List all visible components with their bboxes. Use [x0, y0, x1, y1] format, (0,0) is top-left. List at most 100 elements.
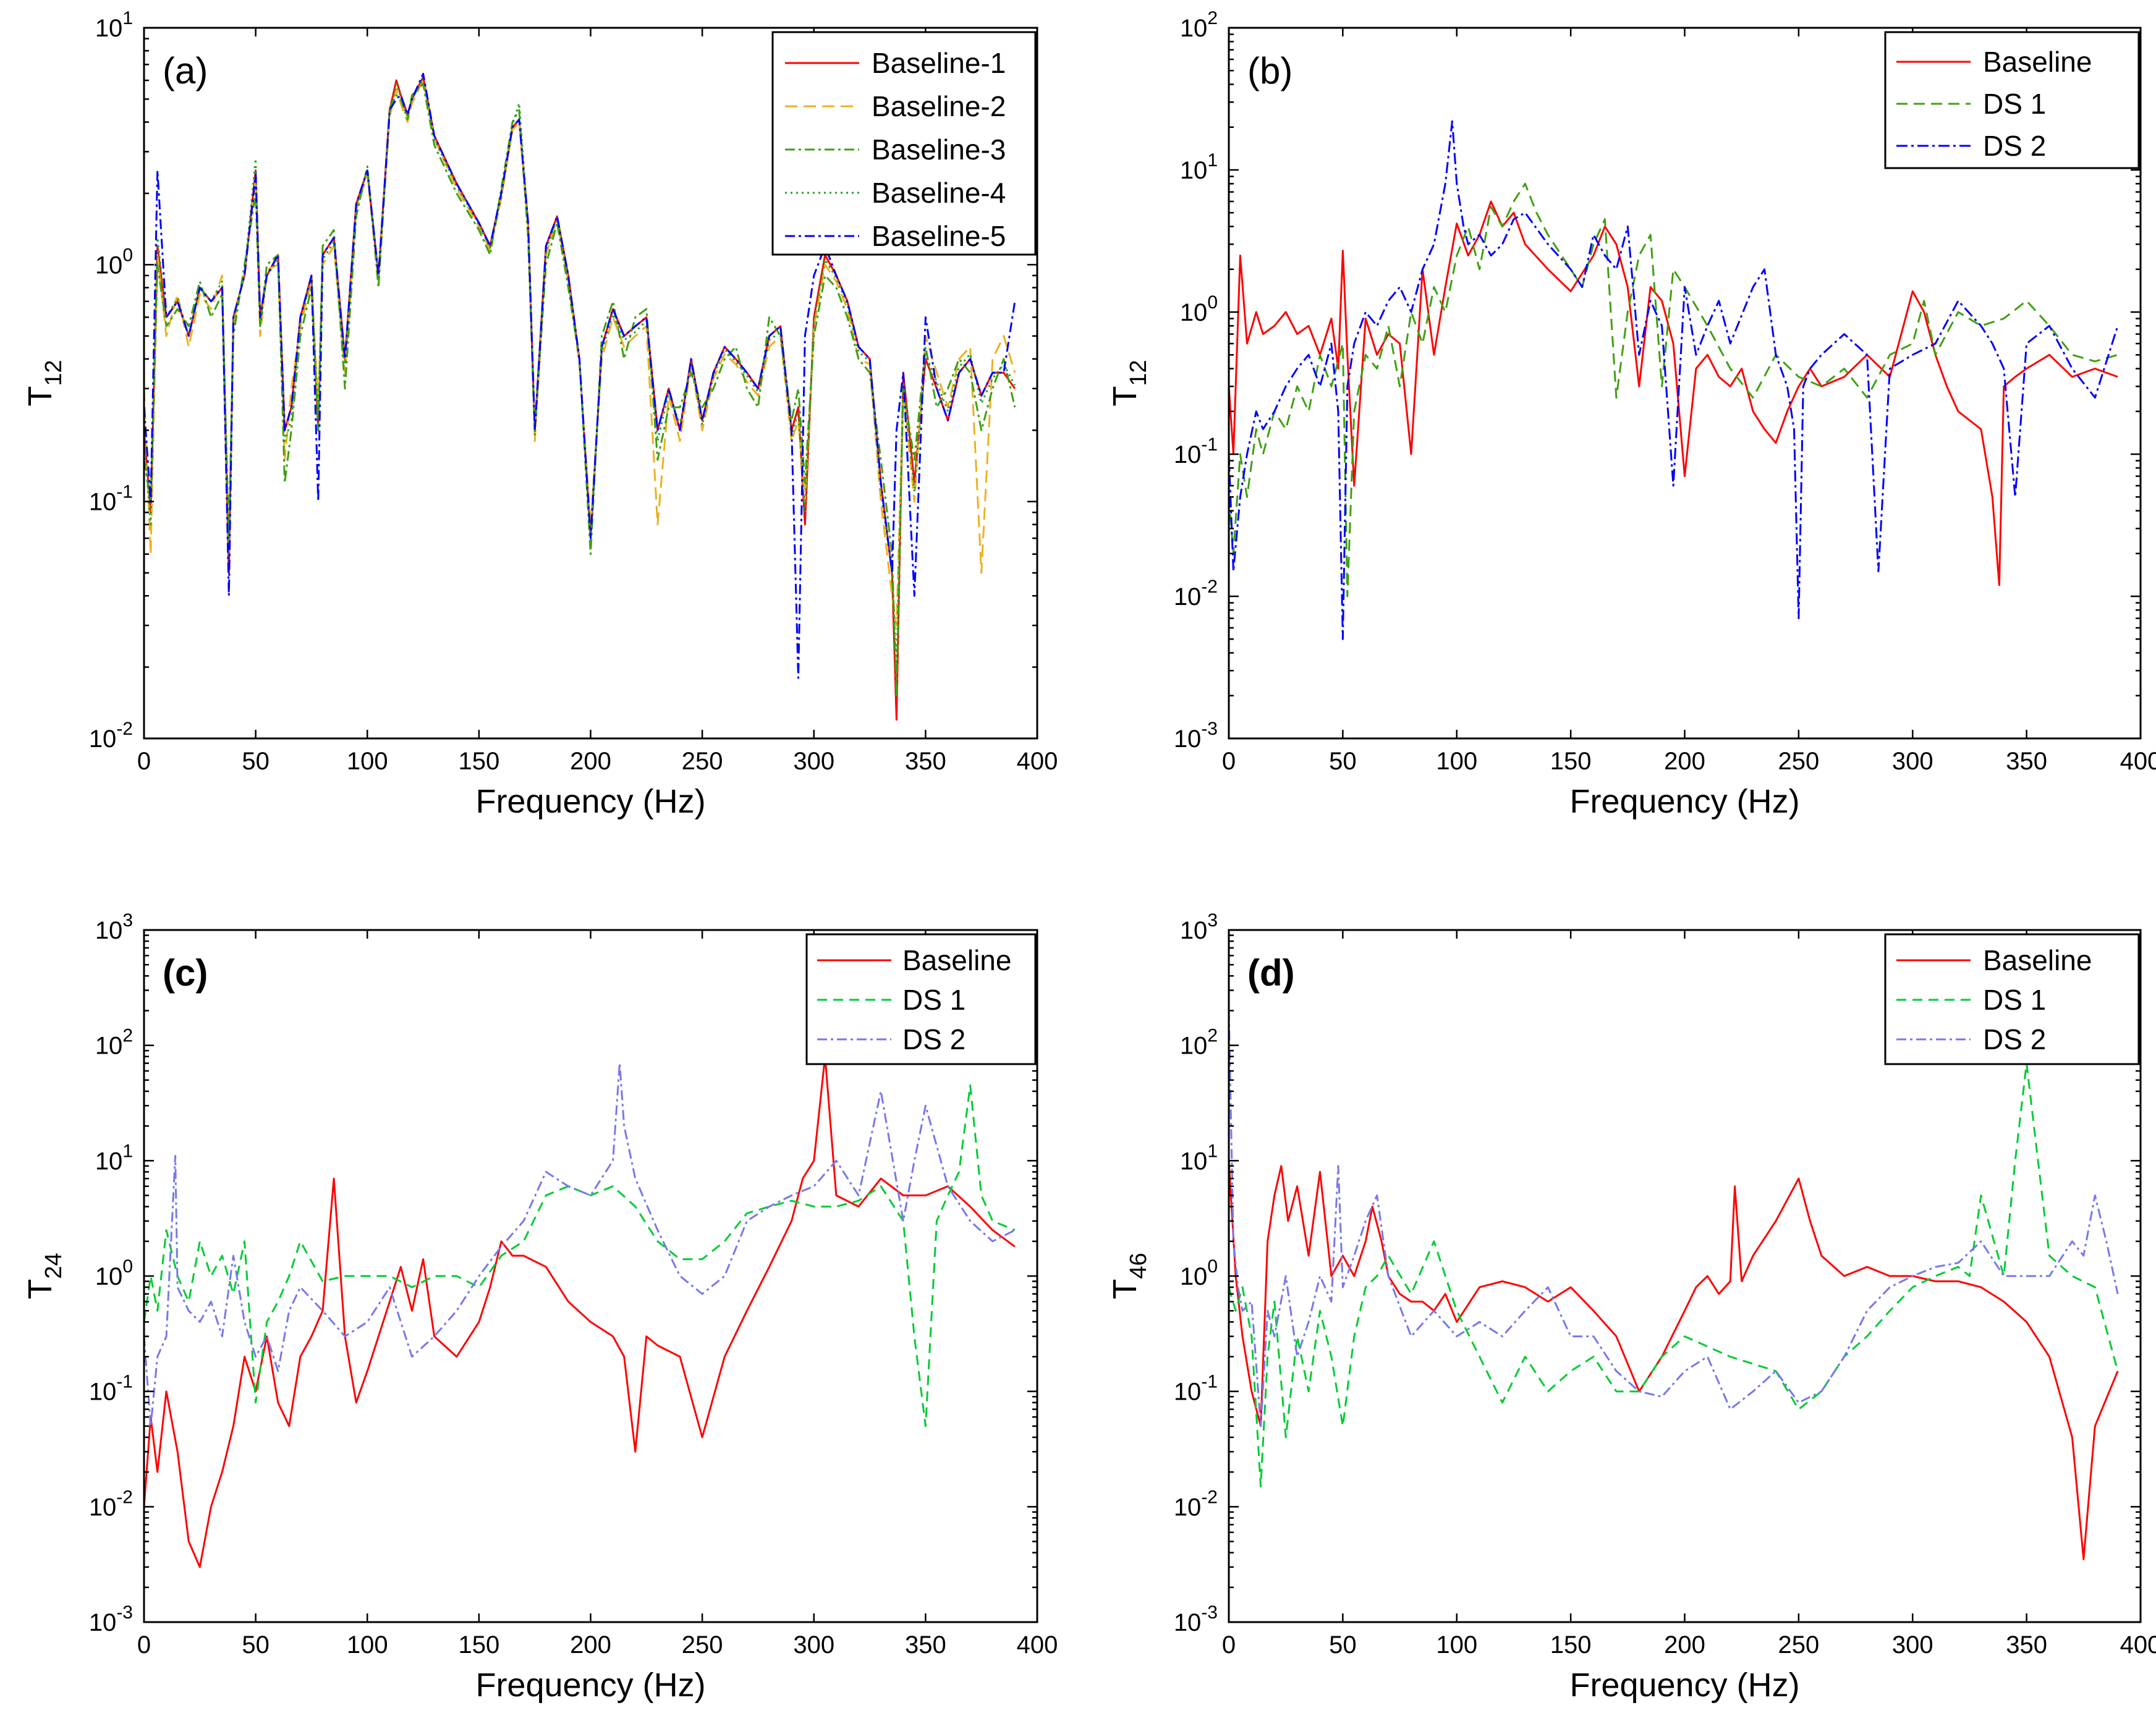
legend-label: Baseline-5 [872, 220, 1006, 252]
y-axis-label: T24 [22, 1253, 67, 1299]
y-tick-label: 10-3 [1174, 719, 1218, 753]
series-group [1229, 120, 2119, 640]
legend: Baseline DS 1 DS 2 [1884, 31, 2140, 169]
legend-box [805, 933, 1037, 1065]
x-tick-label: 200 [1664, 748, 1705, 775]
x-tick-label: 300 [793, 1631, 834, 1659]
x-tick-label: 300 [793, 748, 834, 775]
y-tick-label: 101 [1180, 150, 1218, 184]
x-tick-label: 400 [2120, 748, 2156, 775]
x-tick-label: 50 [1329, 1631, 1357, 1659]
y-tick-label: 103 [1180, 910, 1218, 944]
legend-label: Baseline [1983, 944, 2092, 976]
series-group [144, 72, 1016, 721]
y-tick-label: 10-1 [1174, 434, 1218, 468]
x-tick-label: 50 [242, 1631, 270, 1659]
y-tick-label: 10-3 [89, 1602, 133, 1636]
series-line-ds-2 [1229, 120, 2119, 640]
chart-panel-3: 0 50 100 150 200 250 300 350 400 10-3 10-2 10-1 100 1… [22, 910, 1058, 1704]
y-tick-label: 101 [1180, 1141, 1218, 1175]
series-line-baseline-3 [144, 83, 1016, 698]
chart-panel-2: 0 50 100 150 200 250 300 350 400 10-3 10-2 10-1 100 1… [1106, 8, 2156, 820]
legend-box [1884, 933, 2140, 1065]
x-tick-label: 0 [137, 1631, 151, 1659]
x-tick-label: 0 [1222, 1631, 1236, 1659]
x-tick-label: 200 [1664, 1631, 1705, 1659]
panel-tag: (c) [163, 952, 208, 994]
series-line-baseline [1229, 200, 2118, 586]
x-tick-label: 350 [2006, 1631, 2047, 1659]
y-tick-label: 10-3 [1174, 1602, 1218, 1636]
y-tick-label: 10-1 [89, 1372, 133, 1406]
y-tick-label: 103 [95, 910, 133, 944]
x-tick-label: 0 [1222, 748, 1236, 775]
chart-panel-4: 0 50 100 150 200 250 300 350 400 10-3 10-2 10-1 100 1… [1106, 910, 2156, 1704]
x-tick-label: 50 [1329, 748, 1357, 775]
y-tick-label: 102 [1180, 8, 1218, 42]
x-tick-label: 150 [1550, 1631, 1592, 1659]
y-tick-label: 10-2 [1174, 1487, 1218, 1521]
x-axis-label: Frequency (Hz) [475, 783, 705, 820]
panel-tag: (a) [163, 50, 208, 91]
series-line-ds-1 [144, 1084, 1016, 1427]
x-tick-label: 150 [459, 748, 500, 775]
legend-label: Baseline-3 [872, 133, 1006, 166]
legend: Baseline DS 1 DS 2 [805, 933, 1037, 1065]
y-axis-label: T12 [1106, 360, 1152, 406]
y-axis-label: T12 [22, 360, 67, 406]
y-tick-label: 10-1 [89, 482, 133, 516]
x-tick-label: 350 [2006, 748, 2047, 775]
x-tick-label: 100 [1436, 1631, 1477, 1659]
series-line-baseline [1229, 1160, 2119, 1560]
x-tick-label: 300 [1892, 1631, 1933, 1659]
y-tick-label: 102 [95, 1026, 133, 1060]
x-tick-label: 100 [347, 748, 388, 775]
legend-label: Baseline [1983, 46, 2092, 78]
series-line-baseline-5 [144, 72, 1016, 679]
legend-label: DS 2 [1983, 130, 2046, 162]
series-line-ds-1 [1229, 1062, 2119, 1487]
y-tick-label: 10-2 [1174, 577, 1218, 611]
y-tick-label: 100 [95, 1256, 133, 1290]
y-tick-label: 10-2 [89, 1487, 133, 1521]
x-tick-label: 200 [570, 1631, 611, 1659]
series-line-ds-2 [144, 1062, 1016, 1427]
x-tick-label: 400 [1017, 1631, 1058, 1659]
series-line-baseline [144, 1055, 1016, 1568]
legend-label: Baseline-2 [872, 90, 1006, 122]
x-tick-label: 250 [682, 748, 723, 775]
panel-tag: (d) [1247, 952, 1295, 994]
legend-label: Baseline [902, 944, 1011, 976]
series-line-ds-1 [1229, 182, 2118, 598]
x-tick-label: 250 [1778, 1631, 1820, 1659]
y-tick-label: 102 [1180, 1026, 1218, 1060]
y-tick-label: 100 [95, 245, 133, 279]
x-tick-label: 100 [1436, 748, 1477, 775]
x-axis-label: Frequency (Hz) [1569, 783, 1799, 820]
series-group [144, 1055, 1016, 1568]
x-tick-label: 250 [1778, 748, 1820, 775]
legend: Baseline-1 Baseline-2 Baseline-3 Baseline-4… [771, 31, 1037, 256]
legend-label: DS 2 [1983, 1023, 2046, 1055]
legend-label: Baseline-1 [872, 47, 1006, 79]
legend-box [771, 31, 1037, 256]
x-tick-label: 400 [2120, 1631, 2156, 1659]
x-tick-label: 300 [1892, 748, 1933, 775]
legend-label: DS 1 [902, 984, 966, 1016]
y-tick-label: 100 [1180, 292, 1218, 326]
x-tick-label: 50 [242, 748, 270, 775]
legend-label: Baseline-4 [872, 177, 1006, 209]
x-tick-label: 350 [905, 748, 946, 775]
legend-label: DS 1 [1983, 88, 2046, 120]
legend-label: DS 2 [902, 1023, 966, 1055]
x-tick-label: 350 [905, 1631, 946, 1659]
panel-tag: (b) [1247, 50, 1292, 91]
x-axis-label: Frequency (Hz) [1569, 1667, 1799, 1704]
chart-panel-1: 0 50 100 150 200 250 300 350 400 10-2 10-1 100 101 Fr… [22, 8, 1058, 820]
y-tick-label: 101 [95, 8, 133, 42]
x-tick-label: 200 [570, 748, 611, 775]
x-tick-label: 100 [347, 1631, 388, 1659]
y-tick-label: 10-2 [89, 719, 133, 753]
x-tick-label: 400 [1017, 748, 1058, 775]
